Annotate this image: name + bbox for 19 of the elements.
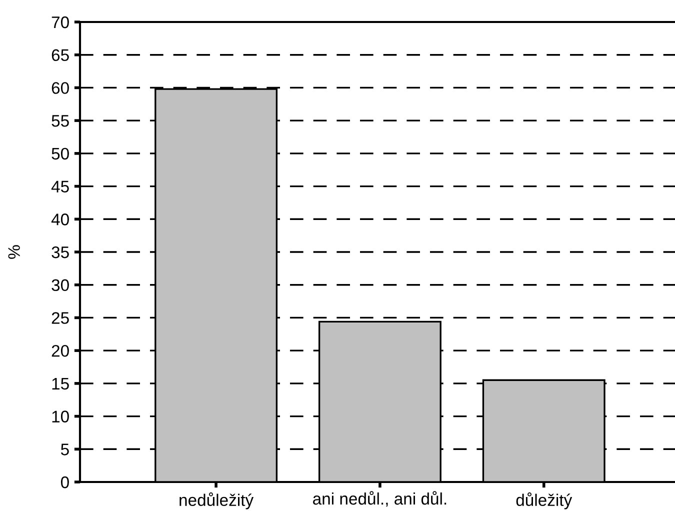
- y-tick-label: 70: [52, 16, 69, 28]
- y-tick-label: 35: [52, 246, 69, 258]
- x-tick-label: ani nedůl., ani důl.: [313, 491, 446, 507]
- x-tick-label: nedůležitý: [180, 492, 254, 510]
- y-tick-label: 0: [60, 476, 69, 488]
- y-tick-label: 45: [51, 180, 69, 192]
- y-tick-label: 5: [60, 444, 69, 456]
- y-tick-label: 15: [52, 378, 69, 390]
- y-tick-label: 40: [51, 214, 69, 226]
- y-tick-label: 25: [52, 312, 69, 324]
- x-tick-label: důležitý: [516, 492, 572, 510]
- y-tick-label: 50: [52, 148, 69, 160]
- y-tick-label: 55: [52, 115, 69, 127]
- y-tick-label: 60: [52, 82, 69, 94]
- y-tick-label: 65: [52, 49, 69, 62]
- y-axis-title: %: [8, 245, 20, 259]
- y-tick-label: 20: [52, 344, 69, 357]
- y-tick-label: 10: [52, 410, 69, 422]
- y-tick-label: 30: [52, 279, 69, 292]
